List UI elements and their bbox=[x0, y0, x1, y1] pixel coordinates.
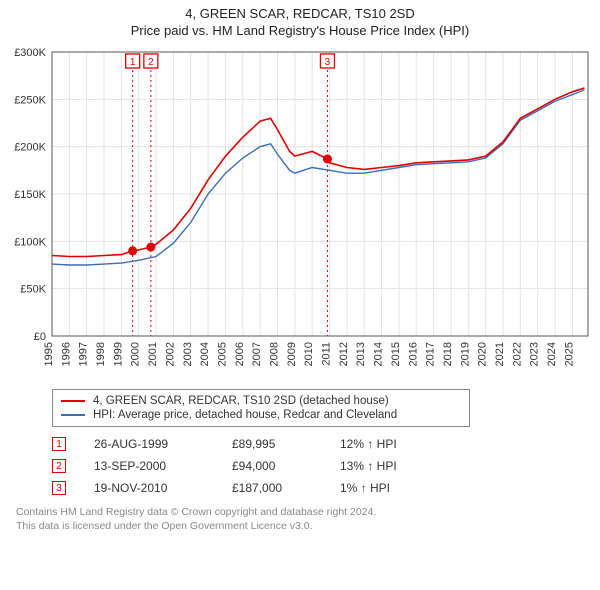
x-tick-label: 1995 bbox=[43, 342, 55, 366]
x-tick-label: 2010 bbox=[303, 342, 315, 366]
sale-marker-number: 1 bbox=[130, 57, 136, 68]
chart-card: 4, GREEN SCAR, REDCAR, TS10 2SD Price pa… bbox=[0, 0, 600, 541]
title-line-1: 4, GREEN SCAR, REDCAR, TS10 2SD bbox=[8, 6, 592, 21]
x-tick-label: 2021 bbox=[494, 342, 506, 366]
legend-label: HPI: Average price, detached house, Redc… bbox=[93, 409, 397, 421]
legend-row: HPI: Average price, detached house, Redc… bbox=[61, 408, 461, 422]
x-tick-label: 2008 bbox=[269, 342, 281, 366]
x-tick-label: 2003 bbox=[182, 342, 194, 366]
x-tick-label: 1997 bbox=[78, 342, 90, 366]
x-tick-label: 2017 bbox=[425, 342, 437, 366]
x-tick-label: 2020 bbox=[477, 342, 489, 366]
sale-row-marker: 3 bbox=[52, 481, 66, 495]
x-tick-label: 1998 bbox=[95, 342, 107, 366]
sale-row: 3 19-NOV-2010 £187,000 1% ↑ HPI bbox=[52, 477, 588, 499]
legend: 4, GREEN SCAR, REDCAR, TS10 2SD (detache… bbox=[52, 389, 470, 427]
x-tick-label: 2013 bbox=[355, 342, 367, 366]
sale-marker-dot bbox=[147, 243, 155, 251]
sales-table: 1 26-AUG-1999 £89,995 12% ↑ HPI 2 13-SEP-2000… bbox=[52, 433, 588, 499]
x-tick-label: 2005 bbox=[216, 342, 228, 366]
x-tick-label: 2022 bbox=[511, 342, 523, 366]
sale-row: 1 26-AUG-1999 £89,995 12% ↑ HPI bbox=[52, 433, 588, 455]
y-tick-label: £100K bbox=[14, 236, 46, 248]
x-tick-label: 1996 bbox=[60, 342, 72, 366]
x-tick-label: 2025 bbox=[563, 342, 575, 366]
sale-row-price: £94,000 bbox=[232, 459, 312, 473]
series-subject bbox=[52, 88, 585, 257]
x-tick-label: 2015 bbox=[390, 342, 402, 366]
sale-row-date: 13-SEP-2000 bbox=[94, 459, 204, 473]
x-tick-label: 2004 bbox=[199, 342, 211, 366]
sale-row-marker: 2 bbox=[52, 459, 66, 473]
sale-row-price: £187,000 bbox=[232, 481, 312, 495]
y-tick-label: £50K bbox=[20, 284, 46, 296]
sale-marker-dot bbox=[129, 247, 137, 255]
x-tick-label: 1999 bbox=[112, 342, 124, 366]
sale-marker-dot bbox=[323, 155, 331, 163]
x-tick-label: 2000 bbox=[130, 342, 142, 366]
x-tick-label: 2018 bbox=[442, 342, 454, 366]
x-tick-label: 2019 bbox=[459, 342, 471, 366]
attribution-line-1: Contains HM Land Registry data © Crown c… bbox=[16, 505, 588, 519]
sale-row-date: 19-NOV-2010 bbox=[94, 481, 204, 495]
x-tick-label: 2002 bbox=[164, 342, 176, 366]
title-line-2: Price paid vs. HM Land Registry's House … bbox=[8, 23, 592, 38]
x-tick-label: 2024 bbox=[546, 342, 558, 366]
sale-row-marker: 1 bbox=[52, 437, 66, 451]
x-tick-label: 2023 bbox=[529, 342, 541, 366]
x-tick-label: 2012 bbox=[338, 342, 350, 366]
sale-row-diff: 13% ↑ HPI bbox=[340, 459, 440, 473]
sale-row-price: £89,995 bbox=[232, 437, 312, 451]
y-tick-label: £150K bbox=[14, 189, 46, 201]
legend-row: 4, GREEN SCAR, REDCAR, TS10 2SD (detache… bbox=[61, 394, 461, 408]
x-tick-label: 2001 bbox=[147, 342, 159, 366]
sale-row-diff: 1% ↑ HPI bbox=[340, 481, 440, 495]
chart-svg: £0 £50K £100K £150K £200K £250K £300K 1995 1996 1… bbox=[8, 46, 592, 376]
price-chart: £0 £50K £100K £150K £200K £250K £300K 1995 1996 1… bbox=[8, 46, 592, 381]
sale-row: 2 13-SEP-2000 £94,000 13% ↑ HPI bbox=[52, 455, 588, 477]
x-tick-label: 2011 bbox=[321, 342, 333, 366]
x-tick-label: 2014 bbox=[373, 342, 385, 366]
sale-row-date: 26-AUG-1999 bbox=[94, 437, 204, 451]
sale-row-diff: 12% ↑ HPI bbox=[340, 437, 440, 451]
sale-marker-number: 2 bbox=[148, 57, 154, 68]
attribution-line-2: This data is licensed under the Open Gov… bbox=[16, 519, 588, 533]
x-tick-label: 2009 bbox=[286, 342, 298, 366]
legend-label: 4, GREEN SCAR, REDCAR, TS10 2SD (detache… bbox=[93, 395, 389, 407]
attribution: Contains HM Land Registry data © Crown c… bbox=[16, 505, 588, 533]
y-tick-label: £300K bbox=[14, 47, 46, 59]
y-tick-label: £0 bbox=[34, 331, 46, 343]
y-tick-label: £250K bbox=[14, 94, 46, 106]
legend-swatch bbox=[61, 414, 85, 416]
x-tick-label: 2016 bbox=[407, 342, 419, 366]
y-tick-label: £200K bbox=[14, 142, 46, 154]
series-hpi bbox=[52, 90, 585, 265]
legend-swatch bbox=[61, 400, 85, 402]
sale-marker-number: 3 bbox=[325, 57, 331, 68]
x-tick-label: 2007 bbox=[251, 342, 263, 366]
x-tick-label: 2006 bbox=[234, 342, 246, 366]
